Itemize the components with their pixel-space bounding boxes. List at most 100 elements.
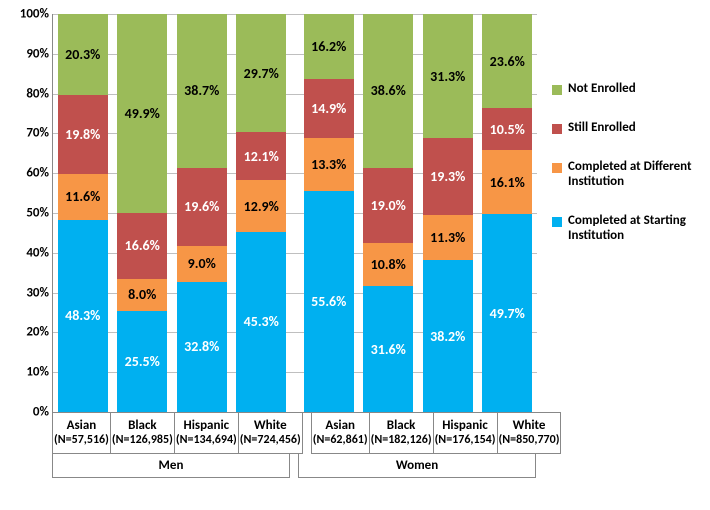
legend-item: Still Enrolled (552, 121, 708, 136)
xaxis-category-label: Asian (67, 419, 97, 433)
bar-segment-completed_start: 45.3% (236, 232, 286, 412)
stacked-bar: 32.8%9.0%19.6%38.7% (177, 14, 227, 412)
bar-segment-completed_diff: 11.3% (423, 215, 473, 260)
bar-segment-label: 45.3% (244, 313, 279, 330)
ytick-label: 60% (26, 166, 53, 181)
stacked-bar: 31.6%10.8%19.0%38.6% (363, 14, 413, 412)
xaxis-category-cell: Asian(N=62,861) (311, 412, 370, 454)
ytick-label: 50% (26, 206, 53, 221)
legend-label: Not Enrolled (568, 82, 636, 97)
xaxis-category-cell: White(N=850,770) (498, 412, 562, 454)
bar-slot: 49.7% 16.1% 10.5% 23.6% (478, 14, 538, 412)
bar-slot: 31.6%10.8%19.0%38.6% (359, 14, 419, 412)
bar-segment-completed_diff: 11.6% (58, 174, 108, 220)
bar-slot: 32.8%9.0%19.6%38.7% (172, 14, 232, 412)
bar-segment-label: 31.3% (430, 68, 465, 85)
bar-segment-completed_start: 49.7% (482, 214, 532, 412)
bar-segment-label: 32.8% (184, 338, 219, 355)
xaxis-category-n: (N=62,861) (313, 434, 368, 447)
legend-item: Completed at Different Institution (552, 160, 708, 190)
bar-segment-label: 38.6% (371, 82, 406, 99)
xaxis-category-label: Black (128, 419, 157, 433)
bar-segment-label: 49.7% (490, 305, 525, 322)
xaxis-category-cell: White(N=724,456) (239, 412, 303, 454)
xaxis-category-cell: Hispanic(N=134,694) (175, 412, 239, 454)
bar-segment-not_enrolled: 38.7% (177, 14, 227, 168)
ytick-label: 100% (20, 7, 53, 22)
bar-slot: 48.3% 11.6%19.8% 20.3% (53, 14, 113, 412)
xaxis-category-n: (N=724,456) (240, 434, 301, 447)
xaxis-group-cell: Women (298, 454, 536, 478)
bar-segment-completed_diff: 8.0% (117, 279, 167, 311)
ytick-label: 10% (26, 365, 53, 380)
bar-segment-still_enrolled: 19.8% (58, 95, 108, 174)
bar-segment-label: 31.6% (371, 341, 406, 358)
xaxis-category-label: Hispanic (442, 419, 488, 433)
bar-segment-not_enrolled: 20.3% (58, 14, 108, 95)
bar-segment-label: 49.9% (125, 105, 160, 122)
bar-segment-label: 14.9% (311, 100, 346, 117)
group-gap (303, 412, 311, 454)
bar-segment-label: 20.3% (65, 46, 100, 63)
legend: Not Enrolled Still Enrolled Completed at D… (552, 82, 708, 268)
stacked-bar: 45.3% 12.9% 12.1% 29.7% (236, 14, 286, 412)
stacked-bar: 25.5%8.0% 16.6% 49.9% (117, 14, 167, 412)
bar-segment-label: 13.3% (311, 156, 346, 173)
ytick-label: 40% (26, 245, 53, 260)
xaxis-category-n: (N=850,770) (499, 434, 560, 447)
bar-segment-still_enrolled: 10.5% (482, 108, 532, 150)
bar-segment-label: 16.1% (490, 174, 525, 191)
xaxis-category-label: Hispanic (184, 419, 230, 433)
plot-area: 0%10%20%30%40%50%60%70%80%90%100%48.3%11… (52, 14, 537, 413)
bar-segment-still_enrolled: 19.6% (177, 168, 227, 246)
bar-segment-completed_diff: 16.1% (482, 150, 532, 214)
bar-segment-not_enrolled: 23.6% (482, 14, 532, 108)
xaxis-category-label: White (254, 419, 287, 433)
legend-swatch (552, 124, 562, 134)
bar-segment-still_enrolled: 12.1% (236, 132, 286, 180)
bar-slot: 55.6% 13.3% 14.9% 16.2% (299, 14, 359, 412)
bar-segment-label: 12.9% (244, 198, 279, 215)
bar-segment-not_enrolled: 16.2% (304, 14, 354, 78)
bar-segment-label: 12.1% (244, 148, 279, 165)
bar-segment-label: 55.6% (311, 293, 346, 310)
legend-swatch (552, 217, 562, 227)
xaxis-category-cell: Hispanic(N=176,154) (434, 412, 498, 454)
legend-item: Not Enrolled (552, 82, 708, 97)
xaxis-group-cell: Men (52, 454, 290, 478)
xaxis-groups: Men Women (52, 454, 536, 478)
ytick-label: 0% (33, 405, 53, 420)
bar-segment-completed_diff: 12.9% (236, 180, 286, 231)
stacked-bar: 49.7% 16.1% 10.5% 23.6% (482, 14, 532, 412)
bar-segment-label: 29.7% (244, 65, 279, 82)
bar-segment-completed_diff: 10.8% (363, 243, 413, 286)
bar-segment-completed_start: 31.6% (363, 286, 413, 412)
bar-segment-label: 48.3% (65, 307, 100, 324)
ytick-label: 80% (26, 86, 53, 101)
bar-segment-completed_start: 38.2% (423, 260, 473, 412)
bar-segment-label: 11.3% (430, 229, 465, 246)
xaxis-category-cell: Black(N=126,985) (111, 412, 175, 454)
xaxis-category-n: (N=126,985) (112, 434, 173, 447)
stacked-bar: 38.2%11.3%19.3%31.3% (423, 14, 473, 412)
xaxis-category-n: (N=176,154) (435, 434, 496, 447)
ytick-label: 90% (26, 46, 53, 61)
xaxis-category-cell: Asian(N=57,516) (52, 412, 111, 454)
bar-segment-label: 23.6% (490, 53, 525, 70)
bar-segment-still_enrolled: 14.9% (304, 79, 354, 138)
bar-segment-label: 16.6% (125, 237, 160, 254)
bar-segment-not_enrolled: 38.6% (363, 14, 413, 168)
bar-slot: 25.5%8.0% 16.6% 49.9% (113, 14, 173, 412)
bar-segment-not_enrolled: 29.7% (236, 14, 286, 132)
bar-slot: 45.3% 12.9% 12.1% 29.7% (232, 14, 292, 412)
bar-segment-label: 38.7% (184, 82, 219, 99)
bar-segment-completed_start: 48.3% (58, 220, 108, 412)
group-gap (290, 454, 298, 478)
ytick-label: 70% (26, 126, 53, 141)
bar-segment-completed_start: 25.5% (117, 311, 167, 412)
legend-item: Completed at Starting Institution (552, 214, 708, 244)
bar-segment-not_enrolled: 31.3% (423, 14, 473, 138)
bar-slot: 38.2%11.3%19.3%31.3% (418, 14, 478, 412)
bar-segment-label: 19.6% (184, 198, 219, 215)
bar-segment-completed_diff: 13.3% (304, 138, 354, 191)
